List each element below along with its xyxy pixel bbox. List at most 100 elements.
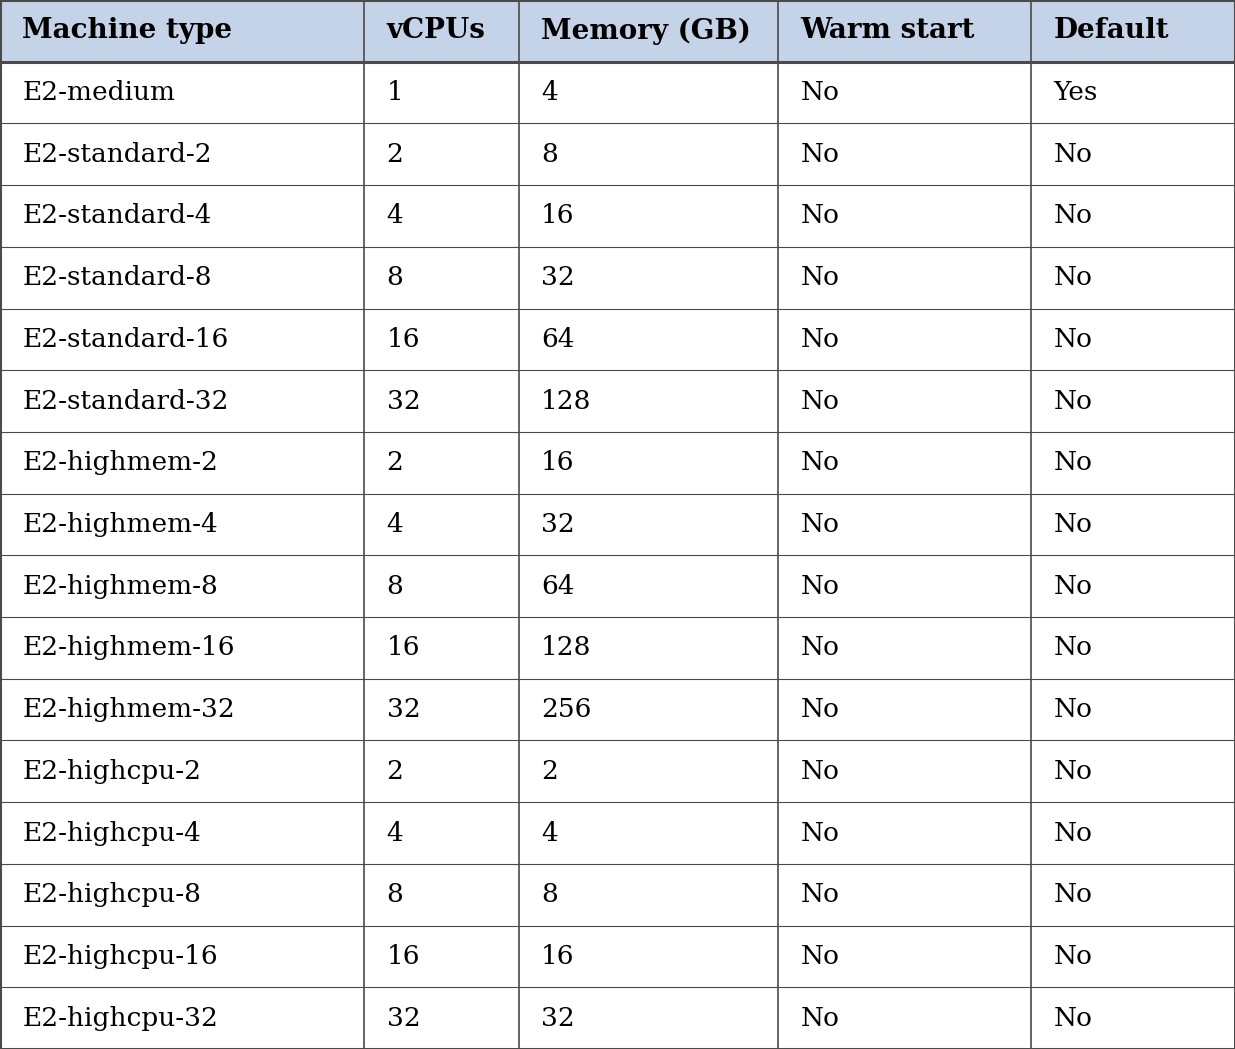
FancyBboxPatch shape — [519, 432, 778, 494]
FancyBboxPatch shape — [0, 432, 364, 494]
Text: No: No — [1053, 574, 1093, 599]
FancyBboxPatch shape — [0, 802, 364, 864]
Text: E2-standard-8: E2-standard-8 — [22, 265, 211, 291]
FancyBboxPatch shape — [519, 864, 778, 925]
FancyBboxPatch shape — [778, 62, 1031, 124]
FancyBboxPatch shape — [364, 0, 519, 62]
FancyBboxPatch shape — [1031, 0, 1235, 62]
Text: No: No — [800, 265, 840, 291]
Text: E2-highmem-2: E2-highmem-2 — [22, 450, 219, 475]
Text: No: No — [800, 327, 840, 351]
FancyBboxPatch shape — [778, 864, 1031, 925]
Text: Machine type: Machine type — [22, 18, 232, 44]
Text: 8: 8 — [541, 882, 558, 907]
FancyBboxPatch shape — [1031, 864, 1235, 925]
FancyBboxPatch shape — [364, 555, 519, 617]
Text: 4: 4 — [387, 204, 404, 229]
Text: E2-highcpu-8: E2-highcpu-8 — [22, 882, 201, 907]
Text: E2-standard-2: E2-standard-2 — [22, 142, 212, 167]
FancyBboxPatch shape — [1031, 617, 1235, 679]
Text: 64: 64 — [541, 574, 574, 599]
Text: E2-standard-32: E2-standard-32 — [22, 388, 228, 413]
FancyBboxPatch shape — [364, 617, 519, 679]
Text: 32: 32 — [541, 265, 574, 291]
Text: No: No — [1053, 265, 1093, 291]
FancyBboxPatch shape — [519, 679, 778, 741]
Text: No: No — [800, 512, 840, 537]
FancyBboxPatch shape — [0, 0, 364, 62]
Text: 8: 8 — [387, 265, 404, 291]
Text: No: No — [1053, 388, 1093, 413]
FancyBboxPatch shape — [778, 185, 1031, 247]
Text: No: No — [800, 758, 840, 784]
FancyBboxPatch shape — [1031, 679, 1235, 741]
FancyBboxPatch shape — [0, 617, 364, 679]
FancyBboxPatch shape — [1031, 62, 1235, 124]
Text: No: No — [1053, 1006, 1093, 1031]
FancyBboxPatch shape — [1031, 987, 1235, 1049]
Text: 128: 128 — [541, 388, 592, 413]
FancyBboxPatch shape — [364, 432, 519, 494]
Text: 2: 2 — [387, 450, 404, 475]
Text: No: No — [1053, 698, 1093, 722]
Text: 64: 64 — [541, 327, 574, 351]
Text: No: No — [1053, 882, 1093, 907]
Text: E2-highcpu-16: E2-highcpu-16 — [22, 944, 217, 969]
FancyBboxPatch shape — [364, 741, 519, 802]
Text: No: No — [1053, 758, 1093, 784]
Text: 4: 4 — [541, 80, 558, 105]
Text: No: No — [1053, 204, 1093, 229]
FancyBboxPatch shape — [778, 987, 1031, 1049]
FancyBboxPatch shape — [778, 741, 1031, 802]
FancyBboxPatch shape — [364, 62, 519, 124]
FancyBboxPatch shape — [519, 925, 778, 987]
FancyBboxPatch shape — [364, 802, 519, 864]
FancyBboxPatch shape — [519, 308, 778, 370]
FancyBboxPatch shape — [1031, 741, 1235, 802]
FancyBboxPatch shape — [519, 247, 778, 308]
FancyBboxPatch shape — [519, 617, 778, 679]
FancyBboxPatch shape — [778, 124, 1031, 185]
Text: E2-highcpu-32: E2-highcpu-32 — [22, 1006, 219, 1031]
FancyBboxPatch shape — [778, 802, 1031, 864]
Text: E2-standard-4: E2-standard-4 — [22, 204, 211, 229]
FancyBboxPatch shape — [519, 555, 778, 617]
Text: 8: 8 — [541, 142, 558, 167]
FancyBboxPatch shape — [519, 0, 778, 62]
FancyBboxPatch shape — [519, 987, 778, 1049]
Text: 128: 128 — [541, 636, 592, 661]
Text: E2-medium: E2-medium — [22, 80, 175, 105]
Text: E2-highmem-4: E2-highmem-4 — [22, 512, 219, 537]
Text: 16: 16 — [387, 636, 420, 661]
Text: No: No — [1053, 450, 1093, 475]
Text: No: No — [800, 1006, 840, 1031]
FancyBboxPatch shape — [1031, 555, 1235, 617]
Text: No: No — [800, 820, 840, 845]
FancyBboxPatch shape — [0, 494, 364, 555]
FancyBboxPatch shape — [0, 308, 364, 370]
FancyBboxPatch shape — [778, 247, 1031, 308]
Text: 32: 32 — [387, 388, 420, 413]
Text: No: No — [800, 450, 840, 475]
Text: 8: 8 — [387, 574, 404, 599]
FancyBboxPatch shape — [1031, 308, 1235, 370]
FancyBboxPatch shape — [364, 987, 519, 1049]
Text: No: No — [800, 80, 840, 105]
FancyBboxPatch shape — [364, 679, 519, 741]
Text: 16: 16 — [541, 944, 574, 969]
FancyBboxPatch shape — [0, 247, 364, 308]
Text: No: No — [1053, 820, 1093, 845]
Text: 1: 1 — [387, 80, 404, 105]
Text: E2-highmem-32: E2-highmem-32 — [22, 698, 235, 722]
FancyBboxPatch shape — [364, 124, 519, 185]
FancyBboxPatch shape — [364, 864, 519, 925]
FancyBboxPatch shape — [364, 494, 519, 555]
FancyBboxPatch shape — [364, 925, 519, 987]
FancyBboxPatch shape — [1031, 370, 1235, 432]
FancyBboxPatch shape — [0, 185, 364, 247]
Text: 4: 4 — [541, 820, 558, 845]
Text: 16: 16 — [387, 327, 420, 351]
Text: Default: Default — [1053, 18, 1170, 44]
FancyBboxPatch shape — [1031, 247, 1235, 308]
Text: No: No — [800, 636, 840, 661]
